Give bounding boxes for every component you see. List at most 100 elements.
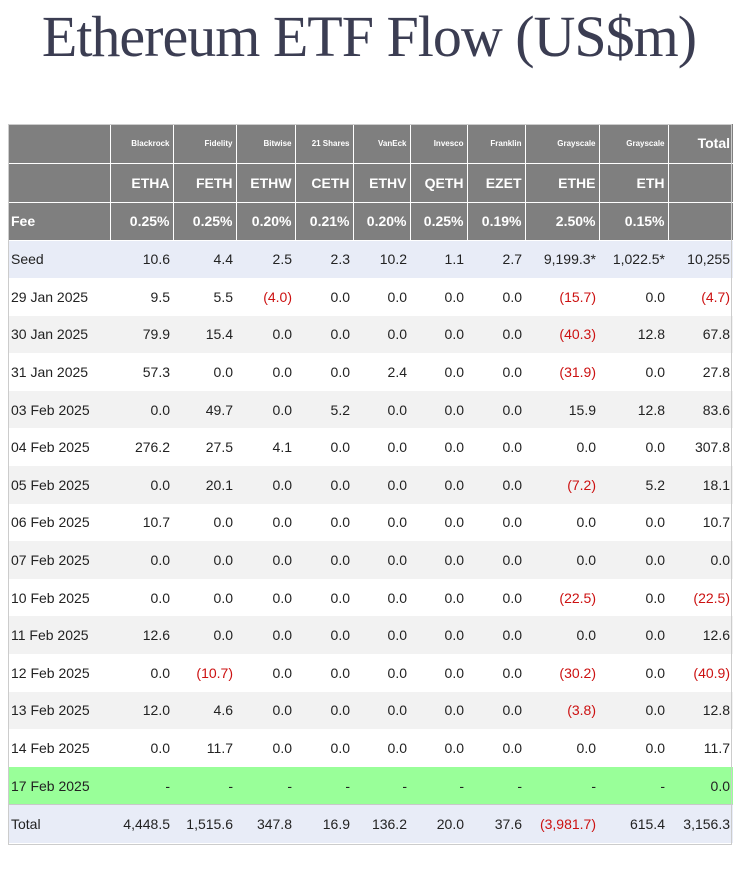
- flow-cell: 15.4: [173, 315, 236, 354]
- flow-cell: 0.0: [525, 616, 599, 655]
- ticker-header: CETH: [294, 163, 353, 203]
- flow-cell: 276.2: [110, 428, 173, 467]
- issuer-header: Bitwise: [235, 124, 295, 164]
- flow-cell: 37.6: [467, 804, 525, 844]
- flow-cell: 0.0: [467, 691, 525, 730]
- ticker-header: ETHV: [352, 163, 410, 203]
- issuer-header-row: Blackrock Fidelity Bitwise 21 Shares Van…: [8, 124, 733, 164]
- flow-cell: 0.0: [353, 578, 410, 617]
- flow-cell: 0.0: [410, 729, 467, 767]
- flow-cell: 0.0: [173, 616, 236, 655]
- fee-header-row: Fee 0.25% 0.25% 0.20% 0.21% 0.20% 0.25% …: [8, 202, 733, 241]
- issuer-header: VanEck: [352, 124, 410, 164]
- row-total-cell: 0.0: [668, 766, 733, 805]
- flow-cell: 0.0: [467, 466, 525, 504]
- table-row: 12 Feb 2025 0.0 (10.7) 0.0 0.0 0.0 0.0 0.0 (30.2…: [8, 654, 733, 692]
- flow-cell: 4.1: [236, 428, 295, 467]
- row-total-cell: 307.8: [668, 428, 733, 467]
- flow-cell: 5.2: [599, 466, 668, 504]
- row-total-cell: 0.0: [668, 541, 733, 579]
- row-label: Total: [8, 804, 110, 844]
- flow-cell: 0.0: [525, 729, 599, 767]
- header-blank-cell: [667, 202, 733, 241]
- flow-cell: 0.0: [467, 390, 525, 429]
- flow-cell: 0.0: [295, 691, 353, 730]
- flow-cell: 0.0: [353, 390, 410, 429]
- flow-cell: -: [410, 766, 467, 805]
- table-row: 04 Feb 2025 276.2 27.5 4.1 0.0 0.0 0.0 0.0 0.0 0.…: [8, 428, 733, 467]
- flow-cell: 12.8: [599, 390, 668, 429]
- flow-cell: -: [525, 766, 599, 805]
- flow-cell: 0.0: [353, 729, 410, 767]
- header-blank-cell: [667, 163, 733, 203]
- flow-cell: 0.0: [599, 278, 668, 316]
- row-label: 03 Feb 2025: [8, 390, 110, 429]
- row-total-cell: (4.7): [668, 278, 733, 316]
- flow-cell: 0.0: [353, 315, 410, 354]
- table-row: 13 Feb 2025 12.0 4.6 0.0 0.0 0.0 0.0 0.0 (3.8) 0.…: [8, 691, 733, 730]
- row-total-cell: 3,156.3: [668, 804, 733, 844]
- fee-value: 0.25%: [109, 202, 173, 241]
- table-row: 03 Feb 2025 0.0 49.7 0.0 5.2 0.0 0.0 0.0 15.9 12.…: [8, 390, 733, 429]
- flow-cell: 0.0: [599, 428, 668, 467]
- flow-cell: 0.0: [525, 541, 599, 579]
- flow-cell: 0.0: [236, 353, 295, 391]
- row-label: 05 Feb 2025: [8, 466, 110, 504]
- page-title: Ethereum ETF Flow (US$m): [41, 4, 697, 69]
- flow-cell: 0.0: [410, 691, 467, 730]
- table-row: 07 Feb 2025 0.0 0.0 0.0 0.0 0.0 0.0 0.0 0.0 0.0 0.…: [8, 541, 733, 579]
- flow-cell: 0.0: [295, 654, 353, 692]
- flow-cell: 0.0: [236, 578, 295, 617]
- flow-cell: 0.0: [410, 578, 467, 617]
- ticker-header: EZET: [466, 163, 525, 203]
- flow-cell: 0.0: [410, 278, 467, 316]
- row-label: 13 Feb 2025: [8, 691, 110, 730]
- flow-cell: 0.0: [353, 691, 410, 730]
- header-blank-cell: [8, 163, 110, 203]
- row-total-cell: 12.6: [668, 616, 733, 655]
- flow-cell: 0.0: [410, 616, 467, 655]
- flow-cell: 0.0: [599, 503, 668, 542]
- table-row: 10 Feb 2025 0.0 0.0 0.0 0.0 0.0 0.0 0.0 (22.5) 0.…: [8, 578, 733, 617]
- row-label: 06 Feb 2025: [8, 503, 110, 542]
- fee-value: 0.20%: [235, 202, 295, 241]
- flow-cell: 0.0: [295, 353, 353, 391]
- total-column-header: Total: [667, 124, 733, 164]
- row-label: 30 Jan 2025: [8, 315, 110, 354]
- fee-value: 0.25%: [409, 202, 467, 241]
- flow-cell: 0.0: [410, 428, 467, 467]
- ticker-header: QETH: [409, 163, 467, 203]
- flow-cell: 0.0: [173, 541, 236, 579]
- flow-cell: 11.7: [173, 729, 236, 767]
- flow-cell: 0.0: [467, 541, 525, 579]
- row-label: 11 Feb 2025: [8, 616, 110, 655]
- table-row: 11 Feb 2025 12.6 0.0 0.0 0.0 0.0 0.0 0.0 0.0 0.0 1…: [8, 616, 733, 655]
- flow-cell: 0.0: [236, 466, 295, 504]
- flow-cell: 1.1: [410, 240, 467, 279]
- ticker-header: FETH: [172, 163, 236, 203]
- flow-cell: 2.4: [353, 353, 410, 391]
- fee-value: 0.19%: [466, 202, 525, 241]
- table-row: 30 Jan 2025 79.9 15.4 0.0 0.0 0.0 0.0 0.0 (40.3)…: [8, 315, 733, 354]
- flow-cell: 0.0: [410, 541, 467, 579]
- issuer-header: Invesco: [409, 124, 467, 164]
- flow-cell: (30.2): [525, 654, 599, 692]
- flow-cell: 0.0: [599, 691, 668, 730]
- flow-cell: (3,981.7): [525, 804, 599, 844]
- header-blank-cell: [8, 124, 110, 164]
- flow-cell: (22.5): [525, 578, 599, 617]
- flow-cell: 0.0: [410, 315, 467, 354]
- flow-cell: 0.0: [467, 616, 525, 655]
- table-row: 29 Jan 2025 9.5 5.5 (4.0) 0.0 0.0 0.0 0.0 (15.7)…: [8, 278, 733, 316]
- issuer-header: Fidelity: [172, 124, 236, 164]
- fee-value: 0.21%: [294, 202, 353, 241]
- flow-cell: 0.0: [110, 578, 173, 617]
- flow-cell: 0.0: [295, 578, 353, 617]
- fee-value: 0.20%: [352, 202, 410, 241]
- flow-cell: 0.0: [467, 315, 525, 354]
- ticker-header-row: ETHA FETH ETHW CETH ETHV QETH EZET ETHE …: [8, 163, 733, 203]
- flow-cell: 2.7: [467, 240, 525, 279]
- row-label: 17 Feb 2025: [8, 766, 110, 805]
- flow-cell: 0.0: [410, 654, 467, 692]
- flow-cell: 27.5: [173, 428, 236, 467]
